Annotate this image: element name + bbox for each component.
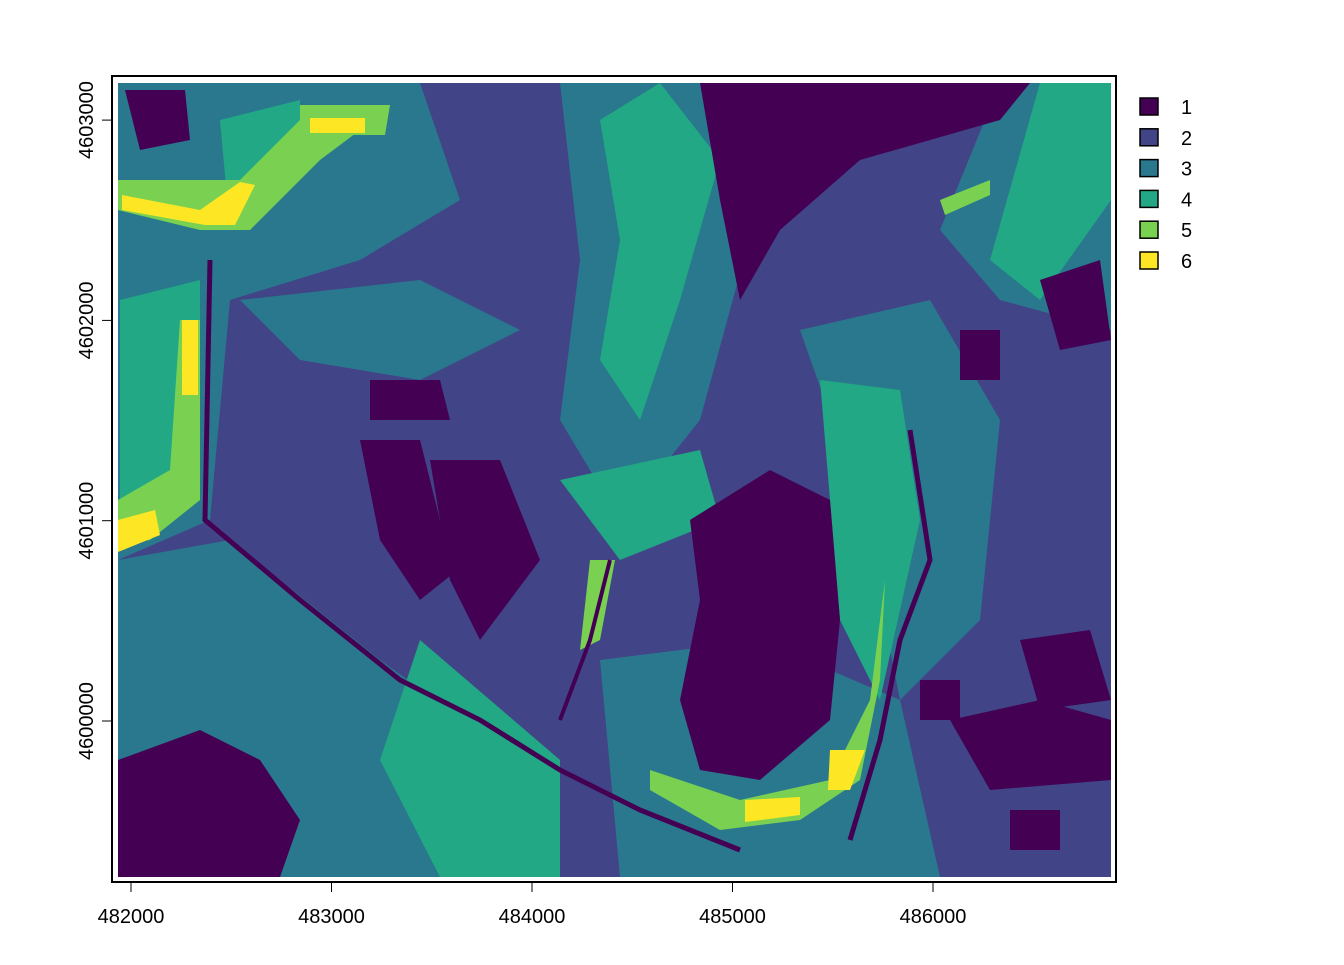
raster-layer (118, 83, 1111, 877)
raster-region-class-1 (118, 730, 300, 877)
raster-region-class-6 (828, 750, 865, 790)
legend-swatch-4 (1139, 189, 1159, 209)
x-axis: 482000 483000 484000 485000 486000 (98, 881, 967, 928)
legend-swatch-5 (1139, 220, 1159, 239)
legend: 1 2 3 4 5 6 (1139, 97, 1192, 273)
x-tick-label: 482000 (98, 906, 165, 928)
legend-label-6: 6 (1181, 251, 1192, 273)
x-tick-label: 483000 (298, 906, 365, 928)
legend-label-2: 2 (1181, 128, 1192, 150)
raster-region-class-4 (990, 83, 1111, 300)
x-tick-label: 484000 (499, 906, 566, 928)
raster-region-class-1 (920, 680, 960, 720)
raster-region-class-1 (960, 330, 1000, 380)
y-tick-label: 4601000 (76, 482, 98, 560)
raster-region-class-1 (125, 90, 190, 150)
stream-line-class-1 (847, 429, 933, 841)
raster-region-class-1 (430, 460, 540, 640)
raster-region-class-4 (820, 380, 920, 700)
y-axis: 4600000 4601000 4602000 4603000 (76, 81, 113, 760)
legend-swatch-3 (1139, 158, 1159, 178)
legend-label-4: 4 (1181, 189, 1192, 211)
raster-region-class-6 (182, 320, 198, 395)
raster-region-class-1 (370, 380, 450, 420)
raster-region-class-3 (240, 280, 520, 380)
y-tick-label: 4602000 (76, 281, 98, 359)
legend-swatch-1 (1139, 97, 1159, 116)
raster-region-class-6 (310, 118, 365, 133)
raster-region-class-1 (950, 700, 1111, 790)
raster-region-class-6 (745, 797, 800, 822)
raster-region-class-6 (122, 182, 255, 225)
legend-label-3: 3 (1181, 159, 1192, 181)
raster-region-class-1 (700, 83, 1030, 300)
raster-region-class-1 (1040, 260, 1111, 350)
legend-label-5: 5 (1181, 220, 1192, 242)
raster-region-class-1 (1020, 630, 1111, 710)
legend-swatch-2 (1139, 128, 1159, 147)
y-tick-label: 4600000 (76, 682, 98, 760)
stream-line-class-1 (558, 559, 612, 721)
raster-region-class-5 (118, 120, 360, 230)
legend-swatch-6 (1139, 251, 1159, 270)
raster-region-class-4 (560, 450, 720, 560)
raster-region-class-1 (360, 440, 470, 600)
x-tick-label: 485000 (699, 906, 766, 928)
legend-label-1: 1 (1181, 97, 1192, 119)
raster-region-class-1 (680, 470, 840, 780)
stream-line-class-1 (202, 259, 741, 853)
raster-region-class-4 (380, 640, 560, 877)
raster-region-class-6 (118, 510, 160, 552)
y-tick-label: 4603000 (76, 81, 98, 159)
x-tick-label: 486000 (900, 906, 967, 928)
raster-region-class-5 (940, 180, 990, 215)
raster-region-class-4 (600, 83, 720, 420)
raster-region-class-1 (1010, 810, 1060, 850)
raster-region-class-5 (118, 320, 200, 545)
